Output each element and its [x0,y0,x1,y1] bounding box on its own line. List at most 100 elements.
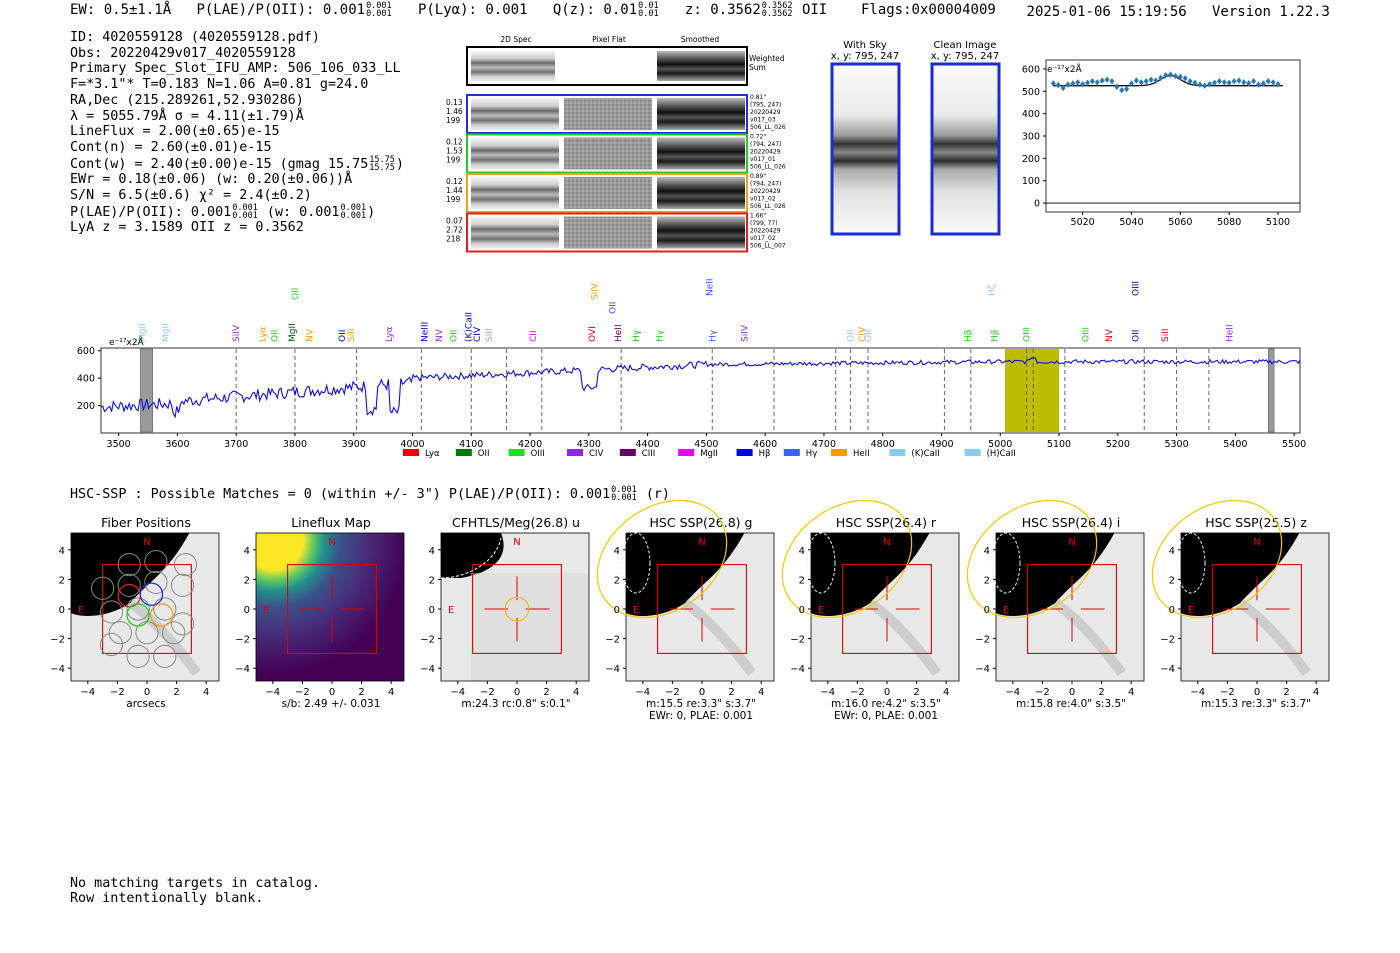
emission-line-label: NeIII [420,322,430,342]
cutout-stat: 1.44 [446,186,463,195]
emission-line-label: SiII [347,328,357,342]
stamp-ytick-label: 2 [614,575,620,586]
aperture-box [472,564,562,654]
header-datetime-version: 2025-01-06 15:19:56 Version 1.22.3 [1027,4,1330,20]
cutout-meta: 506_LL_026 [750,164,786,171]
stamp-xtick-label: −2 [480,687,495,698]
fiber-highlight [126,603,150,627]
fiber-circle [144,570,168,594]
galaxy-tail [1052,598,1126,676]
cutout-meta: v017_02 [750,196,776,203]
stamp-ytick-label: 0 [799,605,805,616]
zoom-ytick-label: 300 [1022,132,1040,143]
zoom-data-point [1221,79,1227,86]
emission-line-label: OII [450,330,460,342]
cutout-meta: 0.81" [750,94,766,101]
east-label: E [1188,605,1194,616]
hsc-band: (r) [645,487,670,502]
galaxy-ellipse [596,499,728,619]
zoom-data-point [1168,71,1174,78]
galaxy-tail [127,598,201,676]
stamp-ytick-label: −4 [235,664,250,675]
zoom-data-point [1085,79,1091,86]
zoom-data-point [1055,81,1061,89]
cutout-stat: 199 [446,156,461,165]
header-qz-hi: 0.01 [638,1,659,11]
info-id: ID: 4020559128 (4020559128.pdf) [70,30,320,45]
full-xtick-label: 5000 [988,439,1012,450]
zoom-data-point [1060,84,1066,92]
full-xtick-label: 5200 [1106,439,1130,450]
cutout-2dspec [471,98,559,130]
legend-swatch [736,449,753,456]
full-xtick-label: 3800 [283,439,307,450]
north-label: N [698,537,705,548]
galaxy-tail [867,598,941,676]
weighted-sum-smoothed [657,51,745,81]
emission-line-label: OII [1131,330,1141,342]
emission-line-label: HeII [614,324,624,342]
aperture-box [1027,564,1117,654]
header-flags: Flags:0x00004009 [860,2,996,18]
cutout-meta: (794, 247) [750,141,781,148]
stamp-ytick-label: −4 [420,664,435,675]
north-label: N [883,537,890,548]
fiber-circle [170,612,195,636]
stamp-xtick-label: 0 [329,687,335,698]
info-plae: P(LAE)/P(OII): 0.001 0.001 0.001 (w: 0.001… [70,202,376,221]
cutout-stat: 218 [446,235,461,244]
header-version: Version 1.22.3 [1211,4,1330,20]
info-radec: RA,Dec (215.289261,52.930286) [70,92,304,108]
emission-line-label: OVI [588,326,598,342]
cutout-pixelflat [564,216,652,249]
emission-line-label: MgII [162,323,172,342]
footer-notes: No matching targets in catalog. Row inte… [70,876,320,907]
full-xtick-label: 4400 [636,439,660,450]
zoom-data-point [1246,80,1252,87]
emission-line-label: Hβ [964,329,974,342]
full-xtick-label: 4300 [577,439,601,450]
stamp-ytick-label: 4 [429,546,435,557]
stamp-xtick-label: −4 [80,687,95,698]
stamp-xtick-label: −4 [265,687,280,698]
emission-line-label: OII [846,330,856,342]
stamp-title: HSC SSP(25.5) z [1205,515,1307,530]
zoom-data-point [1207,80,1213,88]
weighted-label-2: Sum [749,63,766,72]
zoom-data-point [1089,78,1095,85]
stamp-xtick-label: 2 [543,687,549,698]
full-xtick-label: 4000 [400,439,424,450]
zoom-data-point [1241,79,1247,86]
info-lya-oii: LyA z = 3.1589 OII z = 0.3562 [70,220,304,236]
full-xtick-label: 5400 [1223,439,1247,450]
full-ytick-label: 200 [77,401,95,412]
cutout-meta: (794, 247) [750,181,781,188]
stamp-xtick-label: 2 [358,687,364,698]
zoom-data-point [1192,79,1198,86]
zoom-ytick-label: 500 [1022,87,1040,98]
stamp-ytick-label: 2 [59,575,65,586]
zoom-data-point [1124,85,1130,93]
stamp-ytick-label: 4 [59,546,65,557]
neighbor-ellipse [440,537,502,579]
header-z-line: OII [801,2,828,18]
zoom-data-point [1065,81,1071,88]
stamp-xtick-label: 4 [1128,687,1134,698]
emission-line-label: SiIV [232,324,242,342]
stamp-xtick-label: −4 [450,687,465,698]
emission-line-label: OII [270,330,280,342]
zoom-data-point [1260,80,1266,87]
cutout-2dspec [471,137,559,170]
emission-line-label: MgII [288,323,298,342]
galaxy-ellipse [966,499,1098,619]
zoom-data-point [1202,82,1208,89]
stamp-ytick-label: 2 [429,575,435,586]
stamp-xtick-label: −2 [665,687,680,698]
stamp-ytick-label: −2 [235,635,250,646]
hsc-text: HSC-SSP : Possible Matches = 0 (within +… [70,487,611,502]
legend-swatch [889,449,906,456]
zoom-data-point [1050,80,1056,87]
info-plae-hi: 0.001 [232,202,258,213]
fiber-circle [170,573,195,597]
